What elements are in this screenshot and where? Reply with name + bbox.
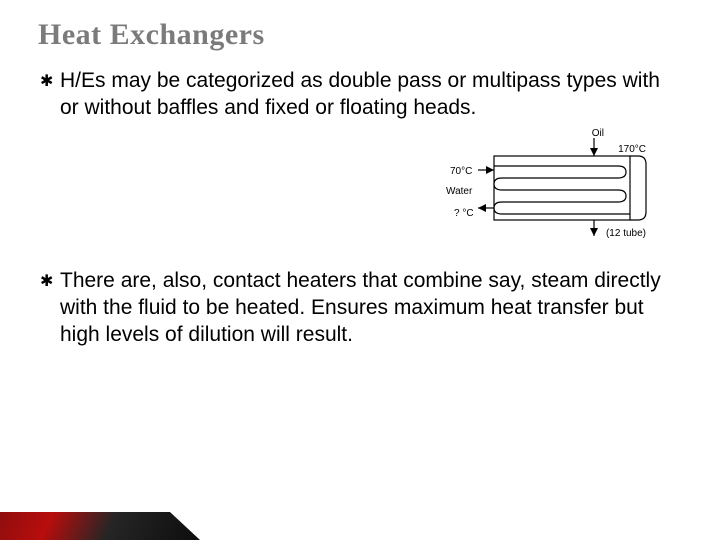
slide-title: Heat Exchangers	[38, 18, 682, 52]
diagram-label-tube: (12 tube)	[606, 228, 646, 239]
heat-exchanger-diagram: Oil 170°C 70°C Water ? °C (12 tube)	[38, 130, 682, 250]
diagram-label-temp-cold: ? °C	[454, 208, 474, 219]
bullet-text: H/Es may be categorized as double pass o…	[60, 68, 682, 122]
slide-accent-stripe	[0, 512, 200, 540]
bullet-marker-icon: ✱	[38, 268, 60, 296]
bullet-item: ✱ There are, also, contact heaters that …	[38, 268, 682, 349]
diagram-label-oil: Oil	[592, 128, 604, 139]
bullet-marker-icon: ✱	[38, 68, 60, 96]
diagram-label-water: Water	[446, 186, 472, 197]
bullet-item: ✱ H/Es may be categorized as double pass…	[38, 68, 682, 122]
diagram-label-temp-in: 70°C	[450, 166, 472, 177]
diagram-label-temp-hot: 170°C	[618, 144, 646, 155]
bullet-text: There are, also, contact heaters that co…	[60, 268, 682, 349]
